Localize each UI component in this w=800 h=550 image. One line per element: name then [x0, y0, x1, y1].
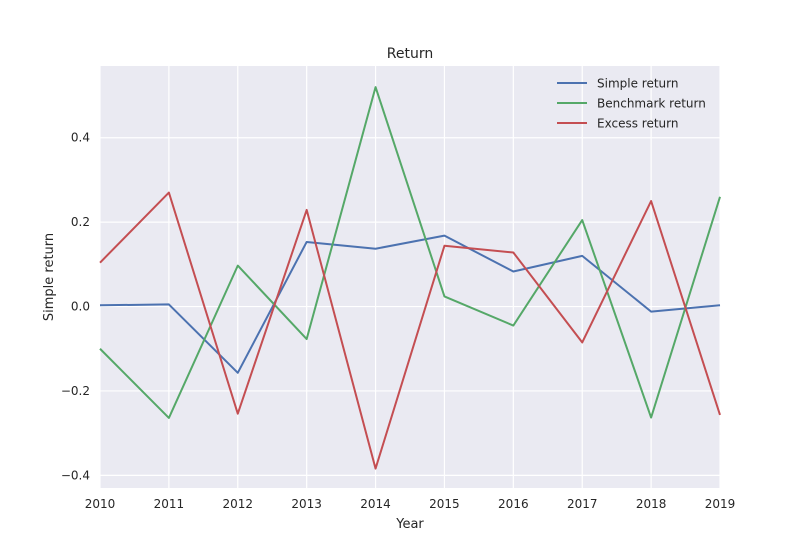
x-tick-label-2011: 2011 — [154, 497, 185, 511]
x-tick-label-2019: 2019 — [705, 497, 736, 511]
y-tick-label-4: 0.4 — [71, 131, 90, 145]
grid-lines — [99, 66, 721, 488]
y-axis-label: Simple return — [42, 233, 57, 321]
x-tick-label-2018: 2018 — [636, 497, 667, 511]
series-line-benchmark-return — [99, 86, 721, 419]
legend-label-benchmark-return: Benchmark return — [597, 97, 706, 111]
series-lines — [99, 86, 721, 470]
plot-area — [100, 66, 720, 488]
x-tick-label-2015: 2015 — [429, 497, 460, 511]
x-axis-ticks: 2010 2011 2012 2013 2014 2015 2016 2017 2018 2019 — [85, 497, 736, 511]
x-tick-label-2010: 2010 — [85, 497, 116, 511]
y-tick-label-2: 0.0 — [71, 300, 90, 314]
x-axis-label: Year — [395, 517, 424, 532]
x-tick-label-2016: 2016 — [498, 497, 529, 511]
y-axis-ticks: −0.4 −0.2 0.0 0.2 0.4 — [61, 131, 90, 483]
chart-title: Return — [387, 46, 433, 62]
x-tick-label-2012: 2012 — [223, 497, 254, 511]
x-tick-label-2017: 2017 — [567, 497, 598, 511]
y-tick-label-3: 0.2 — [71, 215, 90, 229]
x-tick-label-2014: 2014 — [360, 497, 391, 511]
legend-label-simple-return: Simple return — [597, 77, 678, 91]
series-line-simple-return — [99, 234, 721, 374]
series-line-excess-return — [99, 191, 721, 470]
legend: Simple return Benchmark return Excess re… — [557, 77, 706, 131]
y-tick-label-0: −0.4 — [61, 468, 90, 482]
x-tick-label-2013: 2013 — [291, 497, 322, 511]
y-tick-label-1: −0.2 — [61, 384, 90, 398]
legend-label-excess-return: Excess return — [597, 117, 678, 131]
